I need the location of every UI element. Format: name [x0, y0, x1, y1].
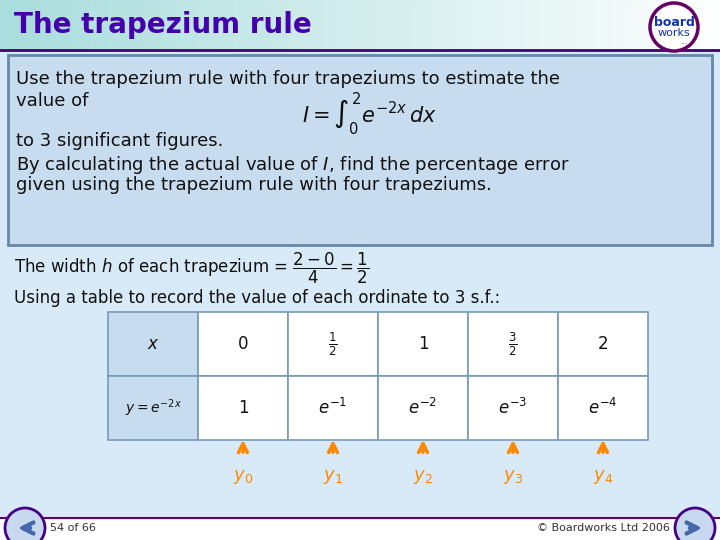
Circle shape [5, 508, 45, 540]
Bar [216, 0, 235, 50]
Bar [468, 376, 558, 440]
Bar [288, 312, 378, 376]
Bar [360, 0, 379, 50]
Circle shape [650, 3, 698, 51]
Bar [414, 0, 433, 50]
Bar [0, 50, 720, 518]
Text: 54 of 66: 54 of 66 [50, 523, 96, 533]
Bar [396, 0, 415, 50]
Bar [432, 0, 451, 50]
Bar [108, 0, 127, 50]
Bar [486, 0, 505, 50]
Bar [0, 0, 19, 50]
Text: $e^{-1}$: $e^{-1}$ [318, 398, 348, 418]
Text: The width $h$ of each trapezium = $\dfrac{2-0}{4} = \dfrac{1}{2}$: The width $h$ of each trapezium = $\dfra… [14, 251, 369, 286]
Bar [378, 312, 468, 376]
Text: By calculating the actual value of $I$, find the percentage error: By calculating the actual value of $I$, … [16, 154, 570, 176]
Bar [144, 0, 163, 50]
Bar [252, 0, 271, 50]
Bar [540, 0, 559, 50]
Text: to 3 significant figures.: to 3 significant figures. [16, 132, 223, 150]
Bar [558, 312, 648, 376]
Bar [126, 0, 145, 50]
Bar [288, 0, 307, 50]
Text: $\frac{1}{2}$: $\frac{1}{2}$ [328, 330, 338, 357]
Bar [594, 0, 613, 50]
Text: The trapezium rule: The trapezium rule [14, 11, 312, 39]
Text: board: board [654, 16, 694, 29]
Bar [54, 0, 73, 50]
Bar [198, 0, 217, 50]
Text: $y_1$: $y_1$ [323, 468, 343, 486]
Text: Using a table to record the value of each ordinate to 3 s.f.:: Using a table to record the value of eac… [14, 289, 500, 307]
Bar [108, 376, 198, 440]
Bar [72, 0, 91, 50]
Bar [288, 376, 378, 440]
Text: given using the trapezium rule with four trapeziums.: given using the trapezium rule with four… [16, 176, 492, 194]
Text: value of: value of [16, 92, 89, 110]
Bar [180, 0, 199, 50]
Text: Use the trapezium rule with four trapeziums to estimate the: Use the trapezium rule with four trapezi… [16, 70, 560, 88]
Text: $e^{-2}$: $e^{-2}$ [408, 398, 438, 418]
Bar [558, 0, 577, 50]
Text: $x$: $x$ [147, 335, 159, 353]
Bar [450, 0, 469, 50]
Text: $y_3$: $y_3$ [503, 468, 523, 486]
Bar [198, 312, 288, 376]
Bar [630, 0, 649, 50]
Text: $y = e^{-2x}$: $y = e^{-2x}$ [125, 397, 181, 419]
Bar [90, 0, 109, 50]
Bar [684, 0, 703, 50]
Bar [648, 0, 667, 50]
Bar [468, 312, 558, 376]
Bar [18, 0, 37, 50]
Text: 2: 2 [598, 335, 608, 353]
Bar [270, 0, 289, 50]
Text: 1: 1 [418, 335, 428, 353]
Bar [162, 0, 181, 50]
Text: works: works [657, 28, 690, 38]
Text: $e^{-4}$: $e^{-4}$ [588, 398, 618, 418]
Bar [306, 0, 325, 50]
Bar [576, 0, 595, 50]
Bar [36, 0, 55, 50]
Bar [612, 0, 631, 50]
Bar [198, 376, 288, 440]
Bar [468, 0, 487, 50]
Text: © Boardworks Ltd 2006: © Boardworks Ltd 2006 [537, 523, 670, 533]
Bar [108, 312, 198, 376]
Bar [558, 376, 648, 440]
Text: $y_2$: $y_2$ [413, 468, 433, 486]
Bar [378, 0, 397, 50]
Bar [324, 0, 343, 50]
Bar [342, 0, 361, 50]
Text: 0: 0 [238, 335, 248, 353]
Bar [702, 0, 720, 50]
Text: $I = \int_0^2 e^{-2x}\, dx$: $I = \int_0^2 e^{-2x}\, dx$ [302, 90, 438, 137]
Text: 1: 1 [238, 399, 248, 417]
Text: $y_0$: $y_0$ [233, 468, 253, 486]
Text: $\frac{3}{2}$: $\frac{3}{2}$ [508, 330, 518, 357]
Text: $y_4$: $y_4$ [593, 468, 613, 486]
Text: ...: ... [680, 37, 688, 46]
Bar [504, 0, 523, 50]
Bar [666, 0, 685, 50]
Bar [234, 0, 253, 50]
Text: $e^{-3}$: $e^{-3}$ [498, 398, 528, 418]
Circle shape [675, 508, 715, 540]
Bar [378, 376, 468, 440]
FancyBboxPatch shape [8, 55, 712, 245]
Bar [522, 0, 541, 50]
